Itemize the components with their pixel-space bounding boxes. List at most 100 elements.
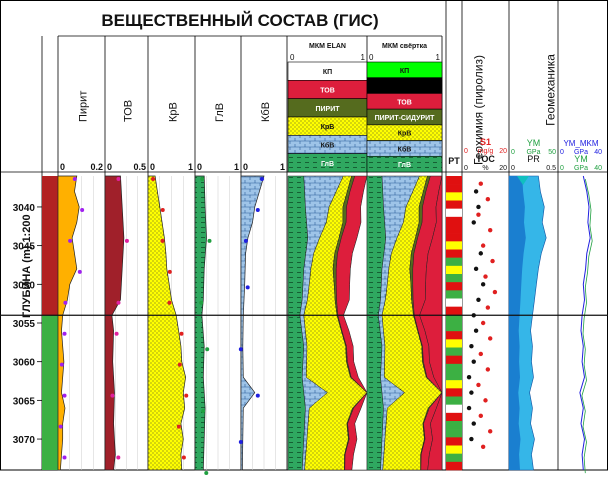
pt-segment: [446, 412, 462, 422]
toc-point: [473, 266, 479, 272]
track-point: [62, 393, 67, 398]
pt-segment: [446, 453, 462, 463]
legend-label: КрВ: [321, 124, 335, 131]
track-point: [160, 207, 165, 212]
toc-max: 20: [499, 165, 507, 172]
ym2-min: 0: [560, 165, 564, 172]
pt-segment: [446, 461, 462, 471]
track-point: [63, 300, 68, 305]
track-point: [124, 238, 129, 243]
track-point: [116, 455, 121, 460]
s1-point: [478, 181, 483, 186]
track-scale-max: 1: [234, 162, 239, 172]
panel-scale-max: 1: [436, 53, 441, 62]
track-point: [176, 424, 181, 429]
s1-point: [476, 212, 481, 217]
s1-point: [485, 367, 491, 372]
track-label: КрВ: [168, 102, 180, 122]
s1-point: [485, 305, 491, 310]
pt-segment: [446, 363, 462, 373]
track-point: [255, 207, 260, 212]
track-point: [179, 331, 184, 336]
toc-unit: %: [482, 165, 488, 172]
track-point: [245, 285, 250, 290]
track-point: [255, 393, 260, 398]
track-point: [110, 393, 115, 398]
track-scale-max: 1: [188, 162, 193, 172]
legend-swatch: [366, 77, 443, 94]
pt-segment: [446, 233, 462, 242]
s1-unit: mg/g: [478, 148, 494, 155]
legend-label: ПИРИТ: [315, 106, 340, 113]
pt-segment: [446, 437, 462, 446]
track-scale-min: 0: [243, 162, 248, 172]
toc-point: [476, 297, 481, 302]
depth-tick-label: 3060: [13, 358, 36, 369]
track-point: [177, 362, 182, 367]
track-point: [160, 238, 165, 243]
toc-point: [471, 359, 476, 364]
track-point: [151, 177, 156, 181]
depth-tick-label: 3070: [13, 435, 36, 446]
track-scale-max: 0.2: [90, 162, 103, 172]
facies-zone: [42, 315, 58, 470]
pt-segment: [446, 290, 462, 299]
chart-title: ВЕЩЕСТВЕННЫЙ СОСТАВ (ГИС): [101, 11, 378, 30]
toc-point: [478, 251, 483, 256]
track-label: Пирит: [78, 91, 90, 122]
pt-segment: [446, 388, 462, 397]
ym2-curve: [581, 179, 593, 474]
track-point: [114, 331, 119, 336]
pt-segment: [446, 421, 462, 430]
s1-point: [480, 444, 486, 449]
ym-inner-fill: [509, 176, 526, 470]
track-point: [167, 300, 172, 305]
track-point: [238, 440, 243, 445]
ym2-max: 40: [594, 165, 602, 172]
depth-tick-label: 3045: [13, 242, 36, 253]
geomech-title: Геомеханика: [544, 54, 558, 126]
ym-min: 0: [511, 149, 515, 156]
panel-title: МКМ свёртка: [382, 43, 427, 50]
pt-label: PT: [448, 156, 460, 166]
panel-scale-max: 1: [361, 53, 366, 62]
track-point: [72, 177, 77, 181]
pt-segment: [446, 404, 462, 414]
track-fill: [57, 175, 80, 471]
s1-point: [488, 429, 493, 434]
geochem-title: Геохимия (пиролиз): [472, 55, 486, 165]
track-point: [207, 238, 212, 243]
track-fill: [147, 175, 186, 471]
ym-mkm-max: 40: [594, 149, 602, 156]
toc-point: [480, 282, 486, 287]
s1-point: [485, 197, 491, 202]
legend-label: ГлВ: [321, 161, 334, 168]
legend-label: КбВ: [321, 142, 335, 150]
track-point: [201, 409, 206, 414]
toc-min: 0: [464, 165, 468, 172]
legend-label: ГлВ: [398, 162, 411, 169]
ym-unit: GPa: [526, 149, 540, 156]
track-scale-max: 0.5: [133, 162, 146, 172]
toc-point: [469, 436, 474, 442]
track-point: [77, 269, 82, 274]
pt-segment: [446, 347, 462, 356]
s1-point: [480, 320, 486, 326]
pt-segment: [446, 176, 462, 185]
track-point: [260, 177, 264, 181]
toc-point: [469, 390, 474, 395]
track-point: [167, 269, 172, 274]
pt-segment: [446, 208, 462, 218]
toc-point: [466, 405, 472, 411]
pr-name: PR: [527, 154, 540, 164]
toc-point: [471, 421, 476, 426]
ym-mkm-min: 0: [560, 149, 564, 156]
legend-label: КП: [323, 69, 332, 76]
pt-segment: [446, 192, 462, 201]
ym-top-marker: [517, 176, 529, 185]
track-point: [116, 177, 121, 181]
track-point: [184, 393, 189, 398]
s1-point: [480, 243, 486, 248]
